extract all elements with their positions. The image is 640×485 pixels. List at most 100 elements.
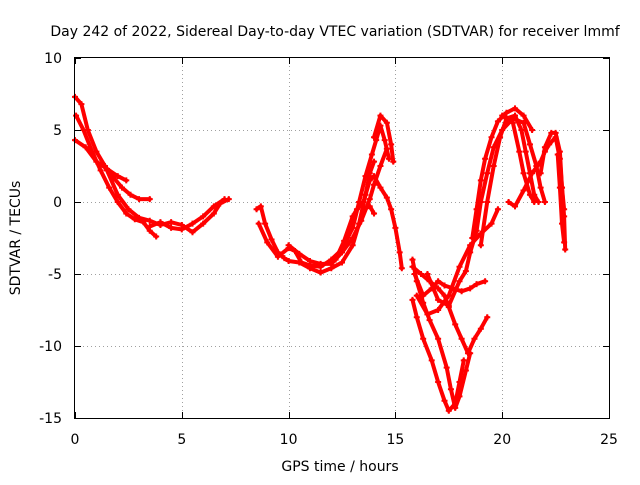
data-point (494, 118, 501, 125)
data-point (131, 216, 138, 223)
data-point (541, 144, 548, 151)
data-point (537, 170, 544, 177)
data-point (490, 163, 497, 169)
data-point (473, 206, 480, 213)
data-point (371, 134, 378, 141)
data-point (418, 271, 425, 277)
data-point (93, 158, 100, 165)
data-point (362, 173, 369, 180)
data-point (123, 210, 130, 217)
x-tick-label: 15 (386, 432, 404, 448)
data-point (349, 242, 356, 249)
data-series-track-13 (409, 296, 467, 414)
data-point (221, 196, 228, 203)
data-point (477, 177, 484, 184)
data-point (157, 219, 164, 226)
data-point (97, 167, 104, 174)
data-series-track-18 (469, 105, 536, 241)
data-point (409, 296, 416, 303)
data-point (82, 144, 89, 151)
data-point (114, 191, 121, 198)
data-point (562, 246, 569, 253)
data-point (396, 249, 403, 256)
x-tick-label: 0 (71, 432, 80, 448)
data-point (435, 307, 442, 313)
data-point (383, 194, 390, 201)
x-tick-label: 25 (600, 432, 618, 448)
data-point (556, 184, 563, 191)
x-tick-label: 10 (280, 432, 298, 448)
data-point (106, 184, 113, 191)
data-point (366, 203, 373, 210)
data-point (411, 271, 418, 277)
data-point (409, 263, 416, 270)
data-point (371, 158, 378, 165)
data-point (531, 199, 538, 205)
data-point (409, 256, 416, 263)
data-point (146, 223, 153, 230)
data-point (306, 258, 313, 265)
data-point (366, 196, 373, 203)
data-point (392, 224, 399, 231)
data-point (360, 199, 367, 205)
data-point (366, 177, 373, 184)
data-point (257, 203, 264, 210)
data-point (253, 206, 260, 213)
data-layer (72, 93, 569, 414)
data-point (441, 397, 448, 404)
data-series-track-20 (499, 112, 538, 205)
y-tick-label: 5 (53, 123, 62, 139)
data-series-track-10 (360, 203, 378, 217)
data-point (420, 335, 427, 342)
tick-labels: 0 5 10 15 20 25 10 5 0 -5 -10 -15 (39, 51, 618, 448)
data-series-track-11 (371, 112, 397, 165)
data-point (509, 119, 516, 126)
data-point (494, 206, 501, 213)
data-point (443, 364, 450, 371)
data-point (520, 112, 527, 119)
data-point (353, 206, 360, 213)
data-point (262, 220, 269, 227)
data-point (146, 196, 153, 203)
data-point (537, 184, 544, 191)
data-series-track-9 (332, 173, 405, 272)
data-series-track-15 (411, 271, 489, 299)
data-point (388, 206, 395, 213)
data-point (456, 263, 463, 270)
data-trace (412, 272, 488, 298)
data-trace (555, 152, 567, 245)
data-point (497, 134, 504, 141)
data-point (518, 127, 525, 133)
data-point (274, 253, 281, 260)
data-point (520, 170, 527, 177)
data-point (503, 109, 510, 116)
data-point (520, 187, 527, 194)
chart-title: Day 242 of 2022, Sidereal Day-to-day VTE… (50, 24, 620, 40)
data-point (529, 170, 536, 177)
data-point (377, 184, 384, 191)
data-point (127, 191, 134, 198)
data-point (435, 278, 442, 285)
data-point (477, 325, 484, 332)
data-point (210, 210, 217, 217)
data-point (371, 181, 378, 188)
data-point (388, 141, 395, 148)
y-tick-label: -5 (48, 267, 62, 283)
data-point (445, 302, 452, 309)
data-point (377, 163, 384, 169)
data-point (441, 282, 448, 289)
data-point (541, 199, 548, 205)
data-point (178, 226, 185, 233)
data-point (420, 292, 427, 299)
data-point (377, 112, 384, 119)
data-point (452, 321, 459, 328)
data-point (477, 242, 484, 249)
data-point (114, 199, 121, 205)
data-point (285, 258, 292, 265)
data-point (125, 206, 132, 213)
axis-ticks (75, 58, 610, 419)
data-series-track-5 (146, 196, 228, 233)
data-point (428, 357, 435, 364)
data-point (146, 217, 153, 224)
